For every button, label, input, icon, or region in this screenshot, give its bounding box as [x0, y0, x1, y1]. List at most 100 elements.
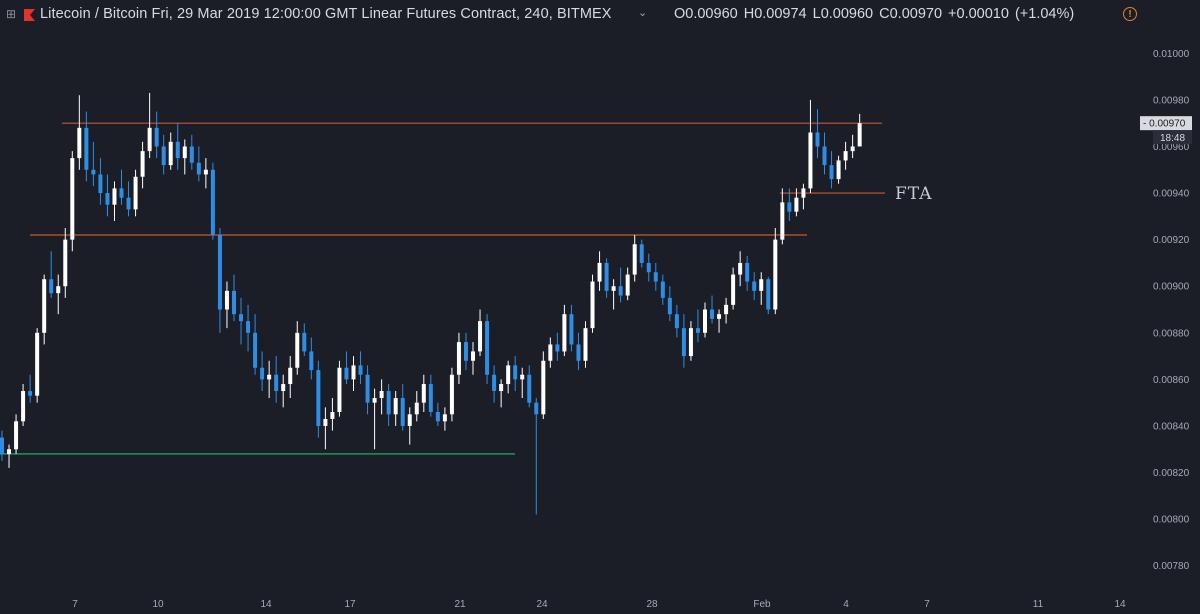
candle: [0, 430, 4, 461]
candle-body: [35, 332, 40, 396]
candle-body: [323, 418, 328, 426]
time-tick-label: 28: [646, 599, 658, 610]
candle-body: [442, 414, 447, 422]
time-axis[interactable]: 7 10 14 17 21 24 28 Feb 4 7 11 14: [72, 599, 1126, 610]
candle-body: [281, 384, 286, 392]
candle: [7, 444, 12, 468]
price-tick-label: 0.00840: [1153, 421, 1190, 432]
candle-body: [646, 262, 651, 273]
candle-body: [660, 281, 665, 298]
candle: [639, 239, 644, 268]
last-price-label: - 0.00970: [1143, 119, 1186, 130]
candle: [372, 388, 377, 450]
candle: [710, 295, 715, 324]
candle-body: [358, 365, 363, 375]
candle-body: [428, 384, 433, 412]
time-tick-label: 17: [344, 599, 356, 610]
price-tick-label: 0.00920: [1153, 235, 1190, 246]
candle-body: [105, 193, 110, 205]
candle-body: [794, 197, 799, 212]
price-axis[interactable]: 0.01000 0.00980 0.00960 0.00940 0.00920 0.009…: [1140, 49, 1192, 572]
candle-body: [625, 274, 630, 296]
candle: [295, 321, 300, 375]
candle-body: [196, 162, 201, 175]
ohlc-readout: O0.00960 H0.00974 L0.00960 C0.00970 +0.0…: [674, 6, 1075, 22]
candle-body: [210, 169, 215, 235]
expand-icon[interactable]: ⊞: [5, 7, 17, 21]
candle: [646, 253, 651, 282]
candle-body: [731, 274, 736, 305]
candle-body: [527, 374, 532, 403]
last-price-marker: - 0.00970 18:48: [1140, 116, 1192, 145]
time-tick-label: 24: [536, 599, 548, 610]
candle-body: [520, 374, 525, 380]
candle-body: [267, 374, 272, 380]
candle-body: [738, 262, 743, 275]
candle: [499, 379, 504, 408]
candle: [583, 321, 588, 368]
candle: [203, 158, 208, 189]
candle: [42, 274, 47, 345]
candle-body: [414, 402, 419, 415]
candle: [217, 227, 222, 333]
candle: [492, 365, 497, 403]
candle-body: [0, 437, 4, 454]
candle: [421, 374, 426, 412]
price-tick-label: 0.00900: [1153, 282, 1190, 293]
candle-body: [295, 332, 300, 368]
candle-body: [119, 188, 124, 198]
candle-body: [801, 188, 806, 198]
candle-body: [28, 391, 33, 396]
candle-body: [21, 391, 26, 422]
candle: [590, 274, 595, 333]
last-price-box: [1140, 116, 1192, 131]
candle-body: [126, 197, 131, 210]
candle-body: [766, 279, 771, 310]
candle: [822, 132, 827, 175]
candle: [302, 323, 307, 357]
candle-body: [140, 151, 145, 177]
candle: [56, 274, 61, 315]
candle: [267, 360, 272, 399]
candle-body: [14, 421, 19, 450]
candle-body: [182, 146, 187, 159]
candle-body: [548, 344, 553, 361]
symbol-title[interactable]: Litecoin / Bitcoin Fri, 29 Mar 2019 12:0…: [40, 6, 612, 22]
candle-body: [42, 279, 47, 333]
candle-body: [309, 351, 314, 371]
candle-body: [569, 314, 574, 345]
candle-body: [773, 239, 778, 310]
chevron-down-icon[interactable]: ⌄: [638, 7, 648, 19]
candle-body: [168, 141, 173, 166]
candle: [175, 123, 180, 170]
candle-body: [513, 365, 518, 380]
candle: [541, 351, 546, 419]
candle-body: [611, 286, 616, 291]
time-tick-label: 21: [454, 599, 466, 610]
candle-body: [562, 314, 567, 352]
candle-body: [456, 342, 461, 375]
candle-body: [653, 272, 658, 282]
candle-body: [745, 262, 750, 282]
candle: [316, 360, 321, 438]
candle: [506, 360, 511, 394]
candle-body: [499, 384, 504, 392]
candle: [787, 188, 792, 221]
candle: [112, 181, 117, 221]
warning-icon[interactable]: !: [1123, 7, 1137, 21]
candle: [414, 391, 419, 422]
candle: [681, 314, 686, 368]
candle: [400, 384, 405, 431]
candle: [14, 414, 19, 454]
candle: [344, 351, 349, 385]
candle-body: [780, 202, 785, 240]
candle: [379, 379, 384, 415]
annotations-layer: FTA: [895, 184, 931, 204]
candle: [105, 174, 110, 217]
candles-layer: [0, 92, 862, 515]
candle-body: [639, 244, 644, 263]
candle-body: [492, 374, 497, 392]
candle: [471, 342, 476, 375]
candle-body: [302, 332, 307, 352]
